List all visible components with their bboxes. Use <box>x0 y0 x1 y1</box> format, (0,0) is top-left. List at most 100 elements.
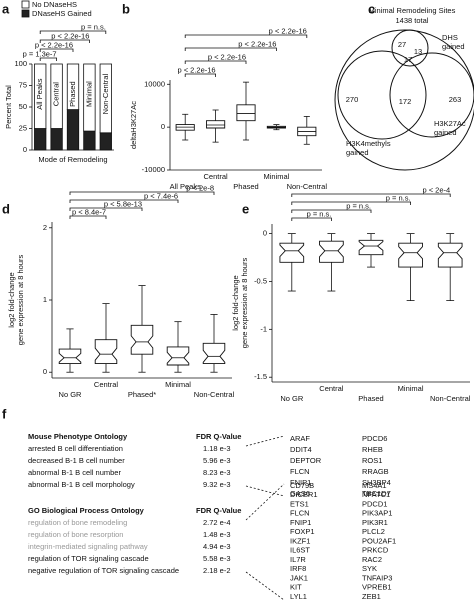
gene: JAK1 <box>290 573 308 582</box>
bracket <box>69 199 179 203</box>
p-value: p < 2.2e-16 <box>177 65 215 74</box>
gene: IRF8 <box>290 564 306 573</box>
gene: NFATC1 <box>362 490 390 499</box>
connector <box>245 485 285 497</box>
gene: TBC1D7 <box>362 489 391 498</box>
gene: FOXP1 <box>290 527 315 536</box>
gene: IL7R <box>290 555 306 564</box>
x-tick-label: Minimal <box>398 384 424 393</box>
gene: ZEB1 <box>362 592 381 601</box>
p-value: p = n.s. <box>81 22 106 31</box>
set-label: H3K4methyls <box>346 139 391 148</box>
gene: TNFAIP3 <box>362 573 392 582</box>
panel-letter: d <box>2 201 10 216</box>
term: decreased B-1 B cell number <box>28 456 125 465</box>
term: negative regulation of TOR signaling cas… <box>28 566 179 575</box>
p-value: p < 2.2e-16 <box>35 40 73 49</box>
bar-segment <box>99 63 112 134</box>
p-value: p < 2.2e-16 <box>269 26 307 35</box>
bracket <box>69 215 107 219</box>
bar-segment <box>83 63 96 132</box>
term: regulation of bone resorption <box>28 530 123 539</box>
y-tick-label: 25 <box>19 123 27 132</box>
bracket <box>291 193 451 197</box>
bracket <box>291 209 372 213</box>
box <box>202 342 226 365</box>
gene: ARAF <box>290 434 310 443</box>
box <box>166 346 190 366</box>
bracket <box>39 39 90 43</box>
x-tick-label: Non-Central <box>287 182 328 191</box>
y-tick-label: 1 <box>43 295 47 304</box>
panel-letter: b <box>122 1 130 16</box>
p-value: p = n.s. <box>386 193 411 202</box>
x-axis-label: Mode of Remodeling <box>38 155 107 164</box>
p-value: p < 2.2e-16 <box>238 39 276 48</box>
bar-segment <box>34 128 47 151</box>
p-value: p < 8.4e-7 <box>72 207 106 216</box>
legend-label: DNaseHS Gained <box>32 9 92 18</box>
y-tick-label: 0 <box>161 122 165 131</box>
bracket <box>184 73 216 77</box>
venn-subtitle: 1438 total <box>396 16 429 25</box>
x-tick-label: Non-Central <box>430 394 471 403</box>
fdr-value: 4.94 e-3 <box>203 542 231 551</box>
x-tick-label: Minimal <box>165 380 191 389</box>
panel-letter: f <box>2 406 7 421</box>
set-label: gained <box>346 148 369 157</box>
y-tick-label: 50 <box>19 102 27 111</box>
section-title: GO Biological Process Ontology <box>28 506 145 515</box>
y-axis-label: Percent Total <box>4 85 13 129</box>
gene: MS4A1 <box>362 481 387 490</box>
y-axis-label: log2 fold-change <box>7 272 16 327</box>
bracket <box>69 207 143 211</box>
y-tick-label: -10000 <box>142 165 165 174</box>
p-value: p < 2.2e-16 <box>51 31 89 40</box>
bracket <box>184 60 247 64</box>
gene: PRKCD <box>362 546 389 555</box>
x-tick-label: No GR <box>59 390 83 399</box>
x-tick-label: Non-Central <box>194 390 235 399</box>
set-label: DHS <box>442 33 458 42</box>
x-tick-label: Central <box>94 380 119 389</box>
p-value: p < 5.8e-13 <box>104 199 142 208</box>
p-value: p < 2e-4 <box>422 185 450 194</box>
venn-count: 270 <box>346 95 359 104</box>
bar-segment <box>66 109 80 151</box>
bar-segment <box>34 63 47 129</box>
term: abnormal B-1 B cell number <box>28 468 121 477</box>
y-tick-label: -1.5 <box>254 372 267 381</box>
bar-segment <box>50 128 63 151</box>
legend-swatch <box>21 9 30 18</box>
y-tick-label: 0 <box>23 145 27 154</box>
gene: FLCN <box>290 467 310 476</box>
gene: SH3BP4 <box>362 478 391 487</box>
section-title: Mouse Phenotype Ontology <box>28 432 128 441</box>
panel-letter: a <box>2 1 10 16</box>
box <box>398 242 423 268</box>
x-tick-label: Central <box>52 82 61 107</box>
x-tick-label: All Peaks <box>170 182 202 191</box>
y-tick-label: -0.5 <box>254 276 267 285</box>
venn-title: Minimal Remodeling Sites <box>369 6 456 15</box>
y-tick-label: 100 <box>14 59 27 68</box>
p-value: p = 1.3e-7 <box>23 49 57 58</box>
gene: FNIP1 <box>290 518 311 527</box>
panel-letter: c <box>368 1 375 16</box>
connector <box>245 483 285 521</box>
p-value: p < 2.2e-16 <box>208 52 246 61</box>
connector <box>245 435 285 447</box>
bracket <box>184 34 308 38</box>
x-tick-label: Central <box>319 384 344 393</box>
gene: LYL1 <box>290 592 307 601</box>
gene: RAC2 <box>362 555 382 564</box>
connector <box>245 571 285 601</box>
x-tick-label: All Peaks <box>35 78 44 110</box>
gene: PIK3R1 <box>362 518 388 527</box>
gene: IKZF1 <box>290 536 310 545</box>
x-tick-label: Minimal <box>84 81 93 107</box>
x-tick-label: Phased* <box>128 390 156 399</box>
set-label: H3K27Ac <box>434 119 466 128</box>
box <box>358 239 384 256</box>
